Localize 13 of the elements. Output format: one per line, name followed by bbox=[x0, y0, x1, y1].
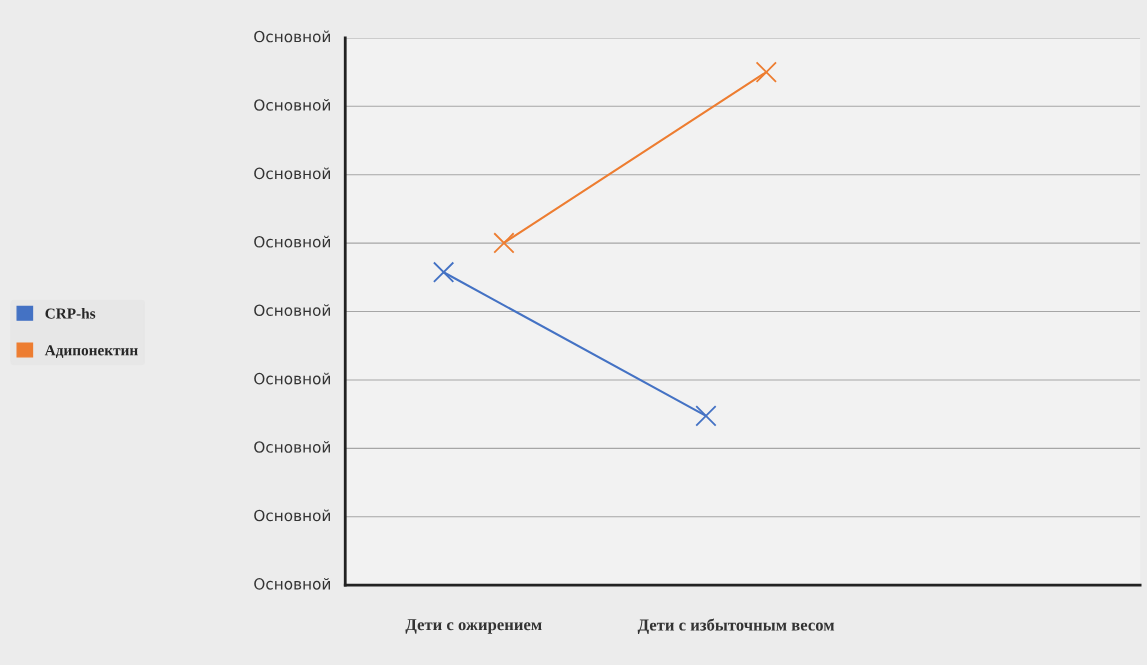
text: Основной bbox=[254, 304, 330, 316]
text: Основной bbox=[254, 441, 330, 453]
text: Основной bbox=[254, 509, 330, 522]
text: Основной bbox=[254, 577, 330, 590]
text: Основной bbox=[254, 235, 330, 248]
text: Основной bbox=[254, 30, 330, 43]
x-tick-label: Дети с ожирением bbox=[405, 619, 542, 634]
text: Основной bbox=[254, 167, 330, 180]
x-tick-label: Дети с избыточным весом bbox=[637, 618, 835, 635]
text: Основной bbox=[254, 372, 330, 385]
text: Основной bbox=[254, 99, 330, 111]
legend-label: Адипонектин bbox=[44, 345, 138, 358]
legend-label: CRP-hs bbox=[45, 307, 96, 319]
